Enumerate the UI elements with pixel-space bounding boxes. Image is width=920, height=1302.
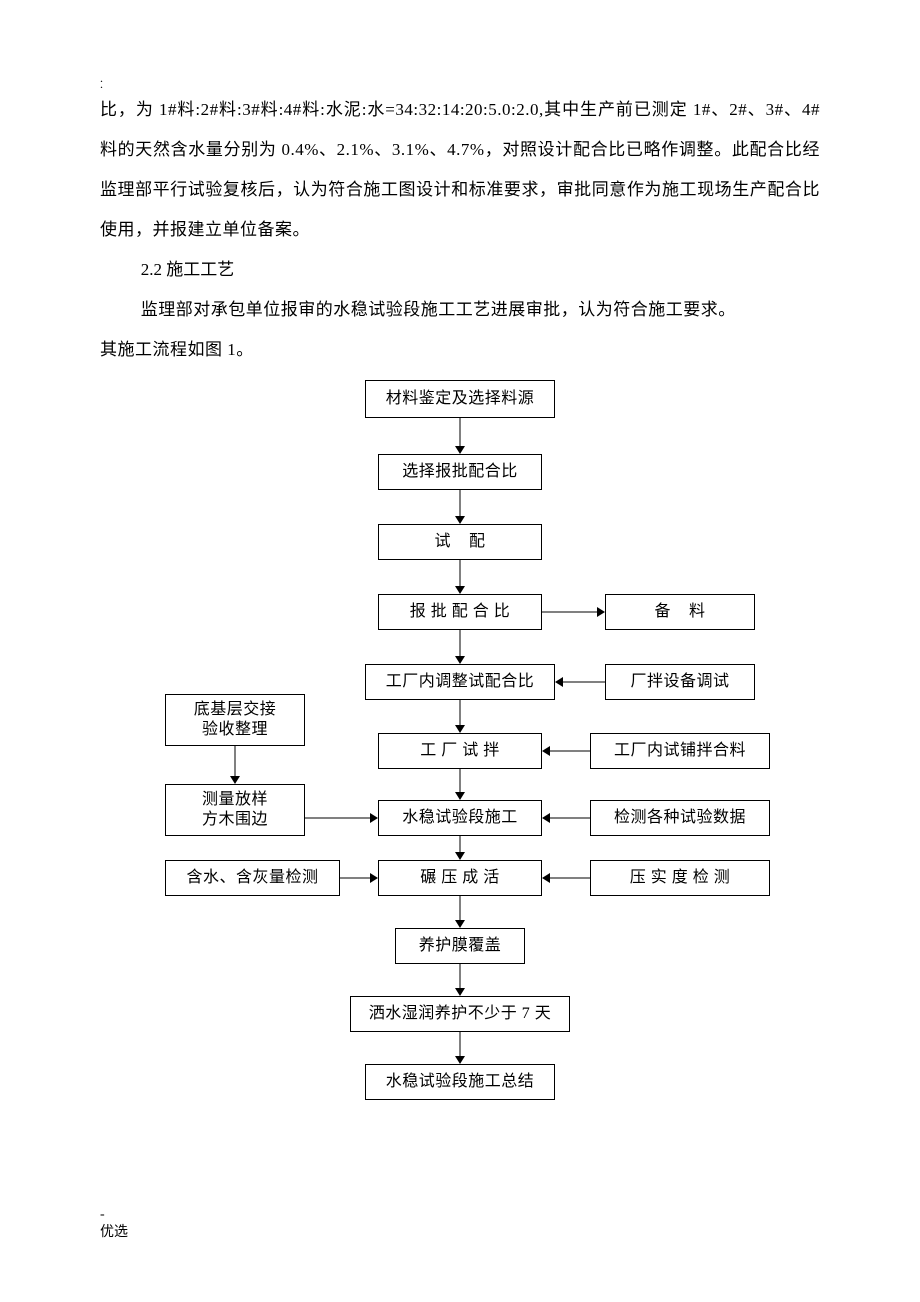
flow-arrow-0	[455, 418, 465, 454]
flow-arrow-11	[555, 677, 605, 687]
flow-arrow-9	[455, 1032, 465, 1064]
flow-node-n5r: 厂拌设备调试	[605, 664, 755, 700]
paragraph-2: 监理部对承包单位报审的水稳试验段施工工艺进展审批，认为符合施工要求。	[100, 290, 820, 330]
flow-node-n8: 碾 压 成 活	[378, 860, 542, 896]
flow-arrow-6	[455, 836, 465, 860]
flow-arrow-15	[230, 746, 240, 784]
flow-node-n2: 选择报批配合比	[378, 454, 542, 490]
flow-node-n1: 材料鉴定及选择料源	[365, 380, 555, 418]
flow-node-n7r: 检测各种试验数据	[590, 800, 770, 836]
paragraph-3: 其施工流程如图 1。	[100, 330, 820, 370]
flow-arrow-4	[455, 700, 465, 733]
footer-text: 优选	[100, 1225, 128, 1240]
flow-node-n4: 报 批 配 合 比	[378, 594, 542, 630]
flow-node-n4r: 备 料	[605, 594, 755, 630]
flow-arrow-13	[542, 813, 590, 823]
footer-dash: -	[100, 1207, 105, 1222]
flow-arrow-2	[455, 560, 465, 594]
flow-arrow-12	[542, 746, 590, 756]
flowchart: 材料鉴定及选择料源选择报批配合比试 配报 批 配 合 比 备 料工厂内调整试配合比…	[110, 380, 810, 1160]
flow-arrow-16	[305, 813, 378, 823]
flow-node-n6l: 底基层交接 验收整理	[165, 694, 305, 746]
paragraph-1: 比，为 1#料:2#料:3#料:4#料:水泥:水=34:32:14:20:5.0…	[100, 90, 820, 250]
flow-node-n6r: 工厂内试铺拌合料	[590, 733, 770, 769]
flow-node-n11: 水稳试验段施工总结	[365, 1064, 555, 1100]
flow-node-n10: 洒水湿润养护不少于 7 天	[350, 996, 570, 1032]
page-footer: - 优选	[100, 1206, 128, 1242]
flow-arrow-14	[542, 873, 590, 883]
flow-node-n9: 养护膜覆盖	[395, 928, 525, 964]
margin-dots: ..	[100, 75, 103, 87]
flow-node-n8l: 含水、含灰量检测	[165, 860, 340, 896]
flow-node-n6: 工 厂 试 拌	[378, 733, 542, 769]
section-heading: 2.2 施工工艺	[100, 250, 820, 290]
flow-arrow-7	[455, 896, 465, 928]
flow-arrow-1	[455, 490, 465, 524]
flow-node-n7l: 测量放样 方木围边	[165, 784, 305, 836]
flow-arrow-3	[455, 630, 465, 664]
flow-arrow-5	[455, 769, 465, 800]
flow-arrow-17	[340, 873, 378, 883]
flow-arrow-8	[455, 964, 465, 996]
flow-node-n7: 水稳试验段施工	[378, 800, 542, 836]
flow-node-n8r: 压 实 度 检 测	[590, 860, 770, 896]
flow-node-n3: 试 配	[378, 524, 542, 560]
flow-arrow-10	[542, 607, 605, 617]
flow-node-n5: 工厂内调整试配合比	[365, 664, 555, 700]
